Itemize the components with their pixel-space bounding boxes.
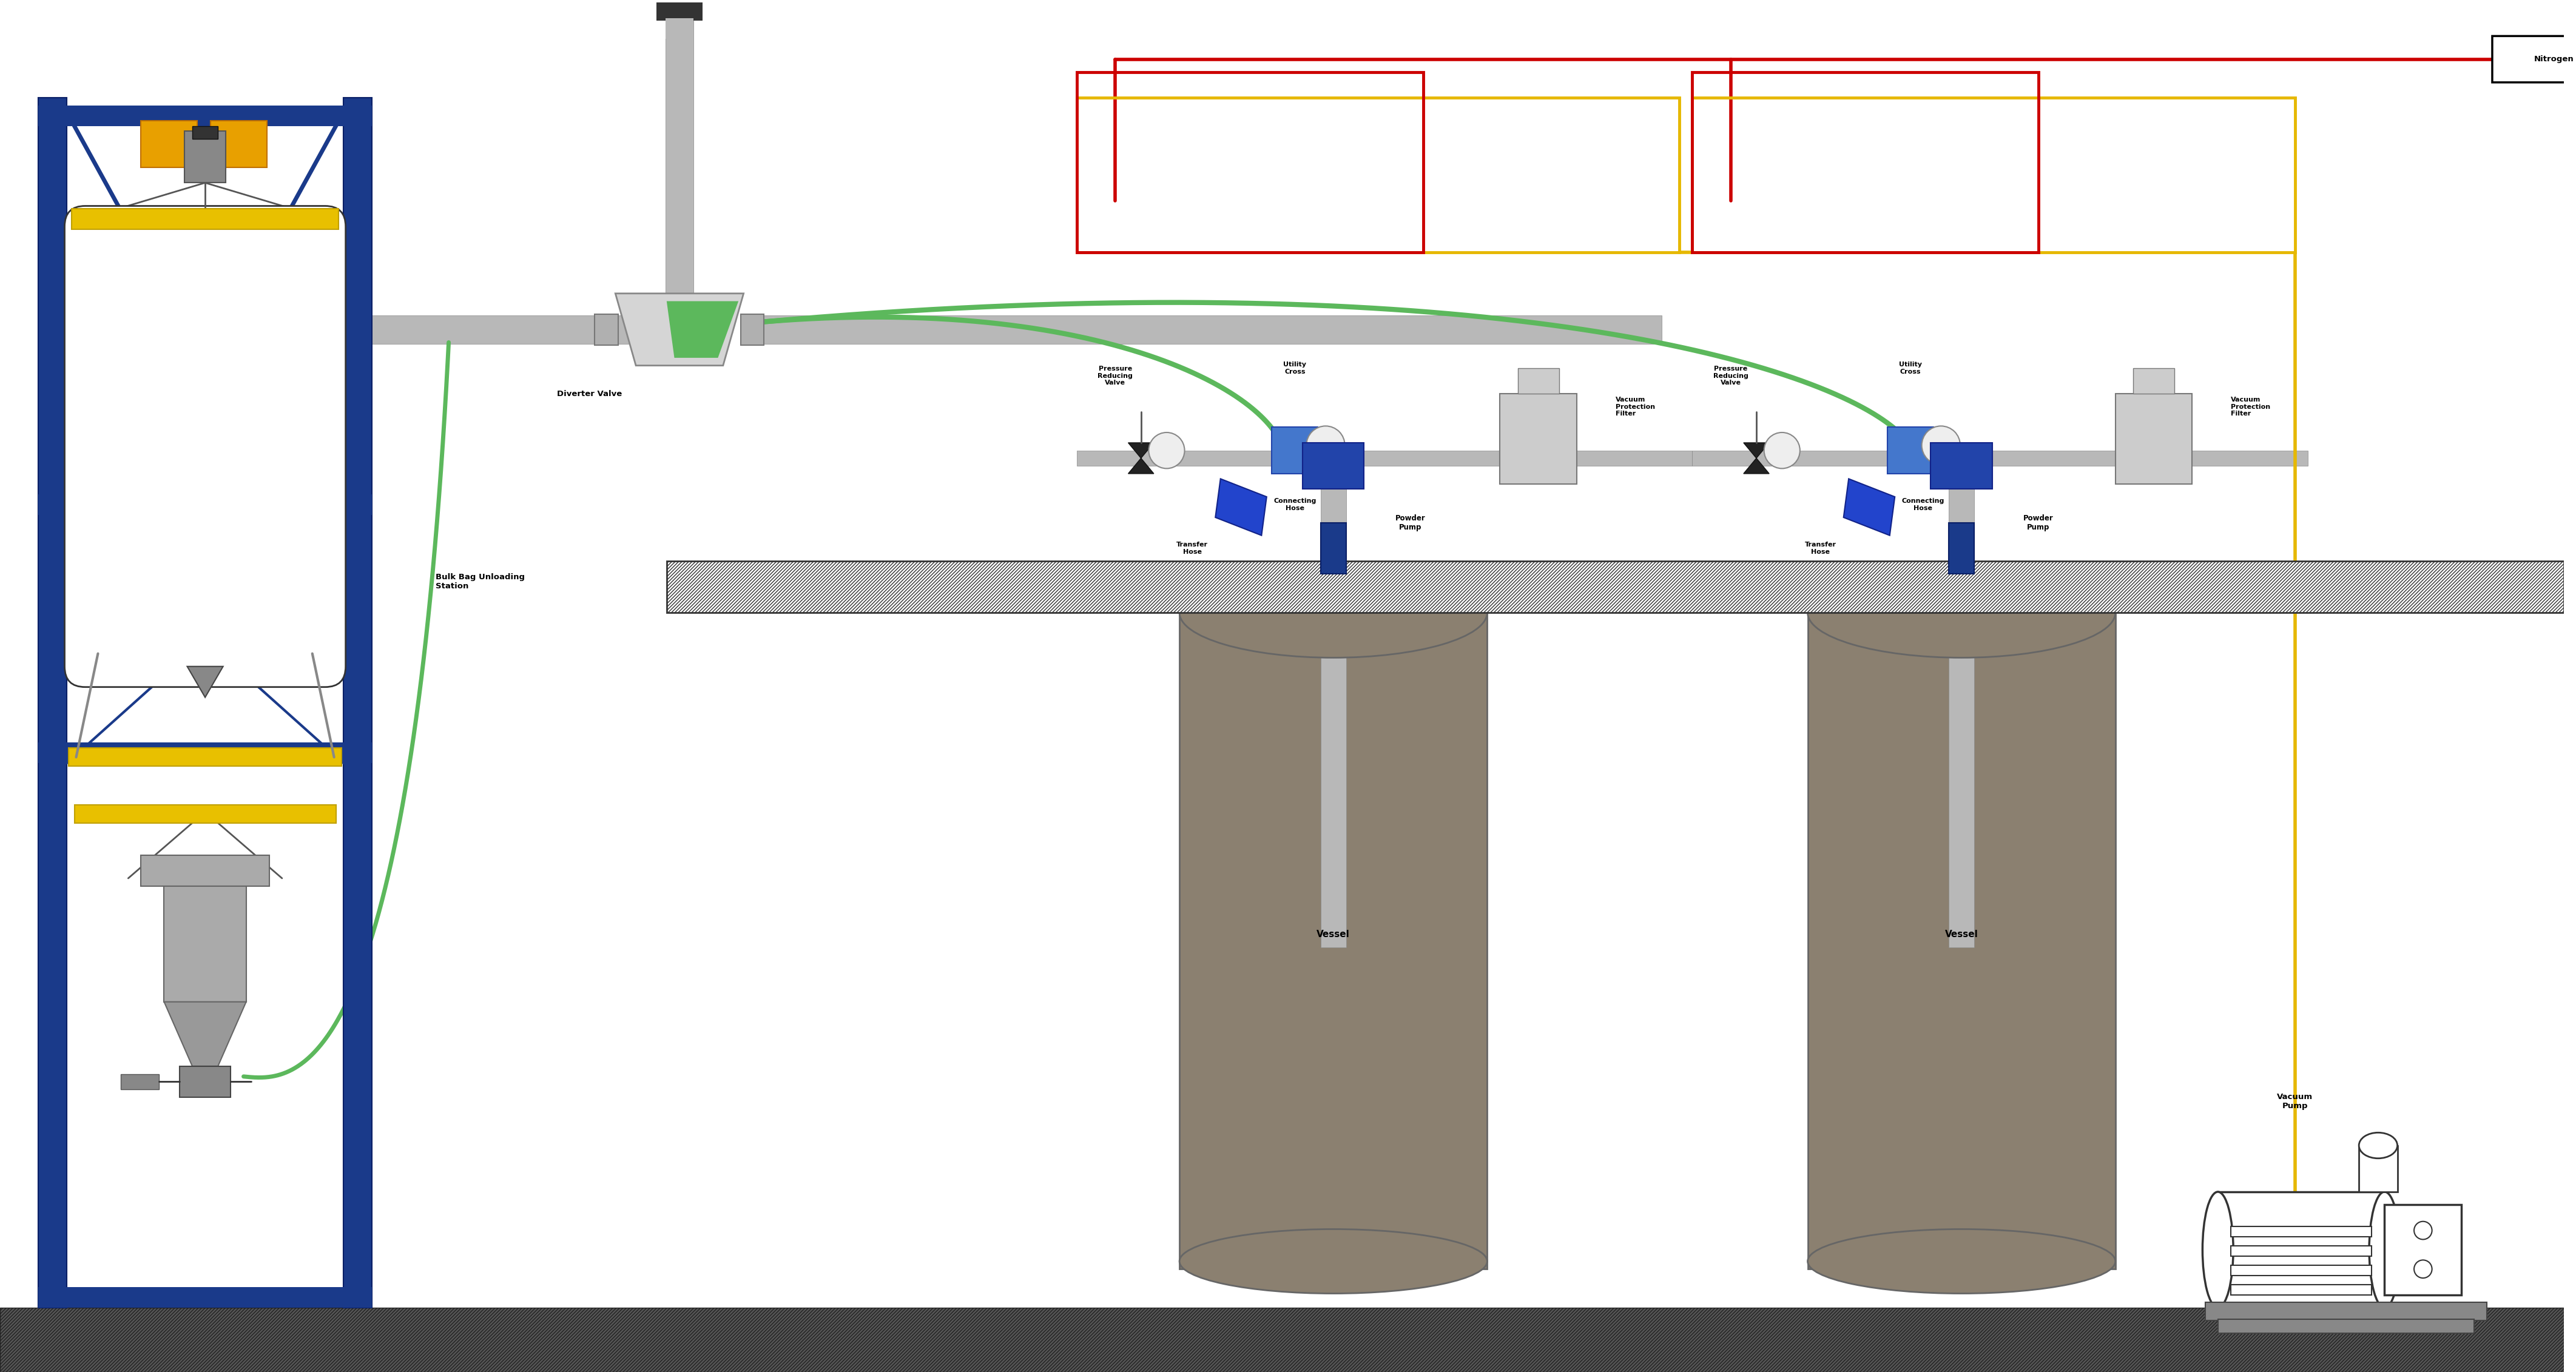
Circle shape xyxy=(1765,432,1801,468)
Bar xyxy=(1888,427,1932,473)
Text: Utility
Cross: Utility Cross xyxy=(1283,362,1306,375)
Bar xyxy=(1077,450,1692,466)
Ellipse shape xyxy=(2370,1192,2401,1308)
Bar xyxy=(1321,523,1347,573)
Bar xyxy=(2133,368,2174,394)
Bar xyxy=(1808,613,2115,1269)
Bar xyxy=(39,1287,371,1308)
Bar xyxy=(72,209,337,229)
Ellipse shape xyxy=(1180,568,1486,657)
Ellipse shape xyxy=(2360,1133,2398,1158)
Bar xyxy=(657,3,703,21)
Bar xyxy=(1180,613,1486,1269)
Ellipse shape xyxy=(2202,1192,2233,1308)
Bar xyxy=(75,805,335,823)
Bar xyxy=(2231,1246,2372,1257)
Circle shape xyxy=(2414,1221,2432,1239)
Polygon shape xyxy=(616,294,744,365)
Text: Pressure
Reducing
Valve: Pressure Reducing Valve xyxy=(1097,366,1133,386)
Bar xyxy=(70,748,343,766)
Bar xyxy=(142,855,270,886)
Text: Nitrogen: Nitrogen xyxy=(2535,55,2573,63)
Bar xyxy=(2231,1284,2372,1295)
Bar xyxy=(0,1308,2563,1372)
Bar xyxy=(765,316,1662,343)
Bar xyxy=(1517,368,1558,394)
Text: Transfer
Hose: Transfer Hose xyxy=(1177,542,1208,554)
Bar xyxy=(1692,73,2038,252)
FancyBboxPatch shape xyxy=(64,206,345,687)
Bar xyxy=(1077,97,1680,252)
Text: Transfer
Hose: Transfer Hose xyxy=(1806,542,1837,554)
Bar xyxy=(2360,1146,2398,1192)
Text: Vessel: Vessel xyxy=(1945,930,1978,938)
Bar xyxy=(39,742,371,763)
Bar xyxy=(371,316,680,343)
Bar xyxy=(665,18,693,38)
Bar xyxy=(1692,450,2308,466)
Bar xyxy=(595,314,618,344)
Bar xyxy=(1947,523,1973,573)
Text: Diverter Valve: Diverter Valve xyxy=(556,390,623,398)
Bar xyxy=(39,106,371,126)
Bar xyxy=(180,1066,232,1098)
Text: Bulk Bag Unloading
Station: Bulk Bag Unloading Station xyxy=(435,573,526,590)
Polygon shape xyxy=(165,1002,247,1066)
Text: Utility
Cross: Utility Cross xyxy=(1899,362,1922,375)
Polygon shape xyxy=(1744,443,1770,473)
Text: Connecting
Hose: Connecting Hose xyxy=(1273,498,1316,512)
Text: Vacuum
Protection
Filter: Vacuum Protection Filter xyxy=(2231,397,2269,417)
Bar xyxy=(1692,97,2295,252)
Polygon shape xyxy=(667,302,739,358)
Bar xyxy=(2385,1205,2463,1295)
Ellipse shape xyxy=(1180,1229,1486,1294)
Bar xyxy=(121,1074,160,1089)
Bar xyxy=(2115,394,2192,484)
Bar xyxy=(1273,427,1319,473)
Bar xyxy=(2231,1265,2372,1276)
Text: Vacuum
Pump: Vacuum Pump xyxy=(2277,1093,2313,1110)
Bar xyxy=(142,121,198,167)
Circle shape xyxy=(1149,432,1185,468)
Bar xyxy=(211,121,268,167)
Circle shape xyxy=(2414,1259,2432,1279)
Text: Vessel: Vessel xyxy=(1316,930,1350,938)
Bar xyxy=(2218,1192,2385,1308)
Bar xyxy=(1321,613,1347,947)
Bar xyxy=(39,495,371,516)
Text: Powder
Pump: Powder Pump xyxy=(2022,514,2053,531)
Bar xyxy=(665,8,693,303)
Bar xyxy=(1321,458,1347,561)
Bar xyxy=(2231,1227,2372,1238)
Bar xyxy=(1499,394,1577,484)
Bar xyxy=(39,97,67,1308)
Circle shape xyxy=(1922,427,1960,465)
Ellipse shape xyxy=(1808,1229,2115,1294)
Bar xyxy=(185,132,227,182)
Bar xyxy=(193,126,219,139)
Bar xyxy=(742,314,765,344)
Polygon shape xyxy=(1128,443,1154,473)
Polygon shape xyxy=(188,667,224,697)
Bar xyxy=(667,561,2563,613)
Circle shape xyxy=(1306,427,1345,465)
Bar xyxy=(165,886,247,1002)
Bar xyxy=(1077,73,1422,252)
Bar xyxy=(1303,443,1365,488)
Polygon shape xyxy=(1844,479,1896,535)
Ellipse shape xyxy=(1808,568,2115,657)
Text: Connecting
Hose: Connecting Hose xyxy=(1901,498,1945,512)
Polygon shape xyxy=(2491,36,2576,82)
Polygon shape xyxy=(1216,479,1267,535)
Bar xyxy=(2218,1320,2476,1334)
Bar xyxy=(2205,1302,2486,1320)
Text: Powder
Pump: Powder Pump xyxy=(1396,514,1425,531)
Bar xyxy=(343,97,371,1308)
Text: Pressure
Reducing
Valve: Pressure Reducing Valve xyxy=(1713,366,1749,386)
Bar xyxy=(1932,443,1991,488)
Bar xyxy=(1947,613,1973,947)
Text: Vacuum
Protection
Filter: Vacuum Protection Filter xyxy=(1615,397,1654,417)
Bar xyxy=(1947,458,1973,561)
